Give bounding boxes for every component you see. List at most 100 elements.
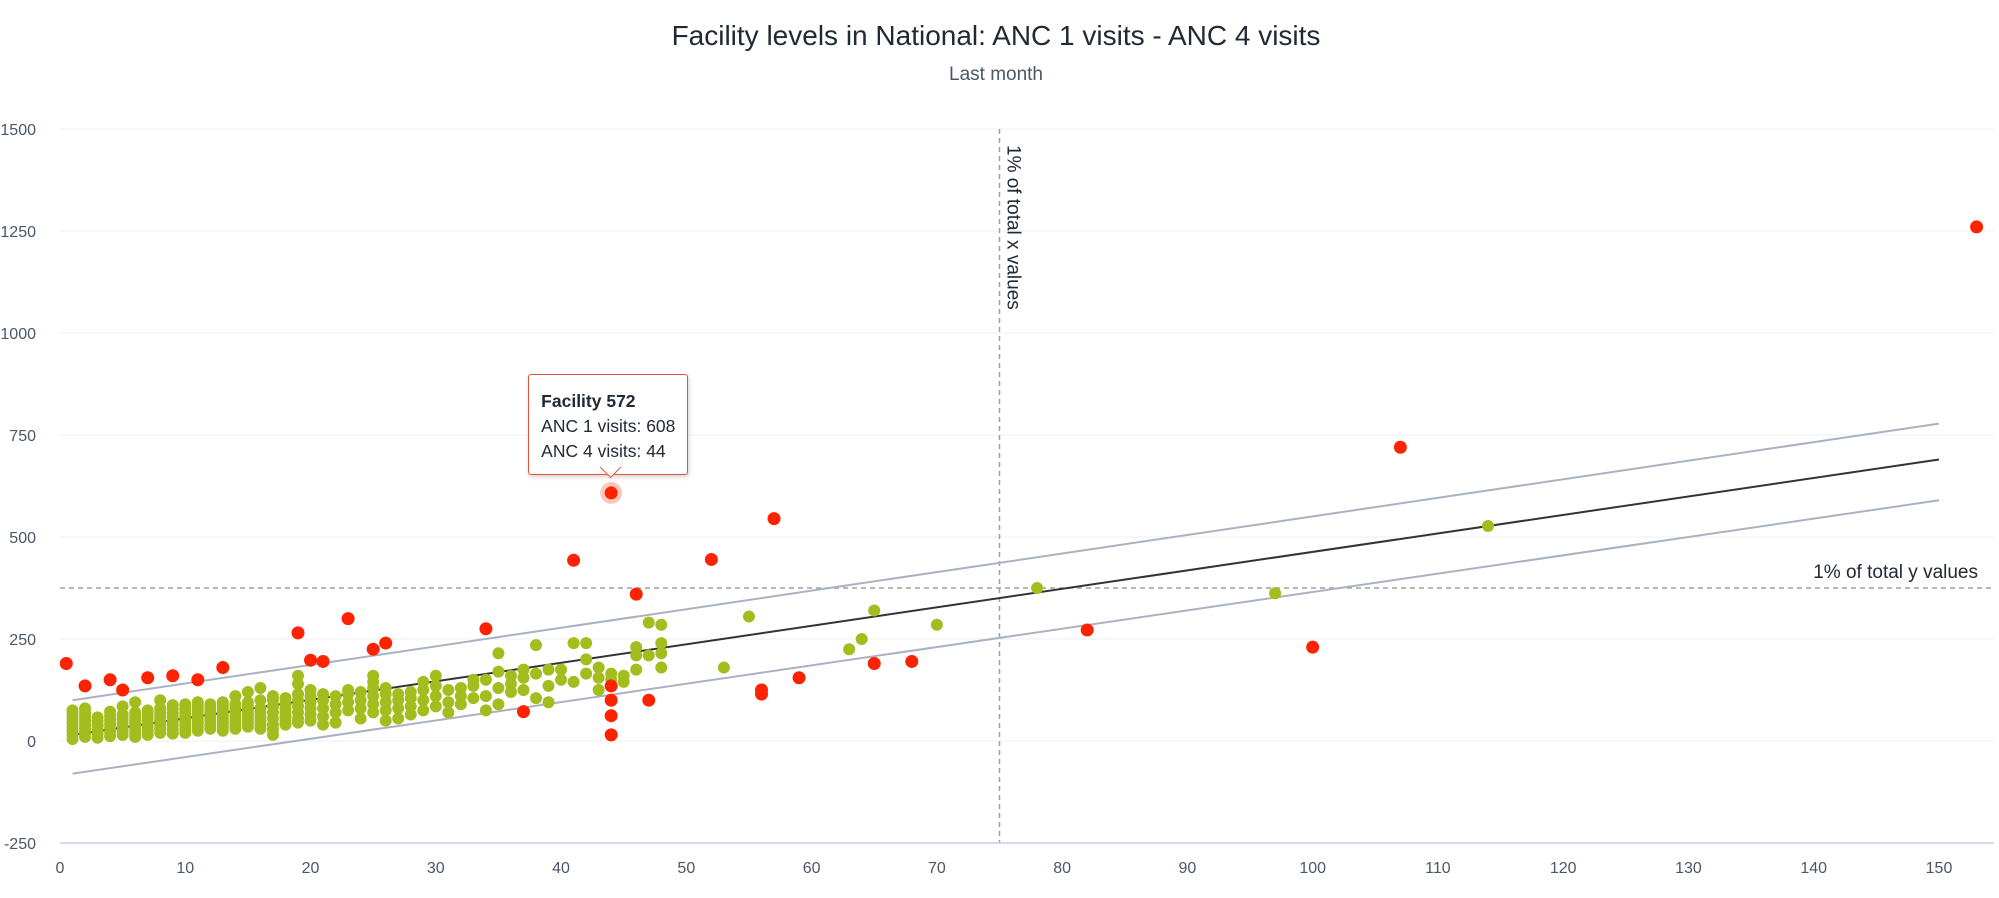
- outlier-point[interactable]: [78, 679, 92, 693]
- outlier-point[interactable]: [366, 642, 380, 656]
- outlier-point[interactable]: [792, 671, 806, 685]
- inlier-point[interactable]: [116, 700, 129, 713]
- inlier-point[interactable]: [216, 696, 229, 709]
- inlier-point[interactable]: [617, 669, 630, 682]
- inlier-point[interactable]: [91, 711, 104, 724]
- inlier-point[interactable]: [479, 673, 492, 686]
- outlier-point[interactable]: [141, 671, 155, 685]
- inlier-point[interactable]: [166, 699, 179, 712]
- inlier-point[interactable]: [1269, 587, 1282, 600]
- inlier-point[interactable]: [379, 714, 392, 727]
- inlier-point[interactable]: [580, 667, 593, 680]
- inlier-point[interactable]: [717, 661, 730, 674]
- inlier-point[interactable]: [592, 684, 605, 696]
- inlier-point[interactable]: [580, 637, 593, 650]
- outlier-point[interactable]: [304, 653, 318, 667]
- inlier-point[interactable]: [504, 669, 517, 682]
- outlier-point[interactable]: [604, 728, 618, 742]
- inlier-point[interactable]: [742, 610, 755, 623]
- outlier-point[interactable]: [1080, 623, 1094, 637]
- inlier-point[interactable]: [642, 649, 655, 662]
- inlier-point[interactable]: [354, 686, 367, 699]
- inlier-point[interactable]: [605, 667, 618, 680]
- inlier-point[interactable]: [329, 716, 342, 729]
- outlier-point[interactable]: [1970, 220, 1984, 234]
- outlier-point[interactable]: [1393, 440, 1407, 454]
- inlier-point[interactable]: [630, 641, 643, 654]
- inlier-point[interactable]: [1031, 582, 1044, 594]
- inlier-point[interactable]: [266, 690, 279, 703]
- inlier-point[interactable]: [379, 681, 392, 694]
- inlier-point[interactable]: [104, 705, 117, 718]
- outlier-point[interactable]: [604, 486, 618, 500]
- inlier-point[interactable]: [417, 694, 430, 707]
- outlier-point[interactable]: [341, 612, 355, 626]
- outlier-point[interactable]: [604, 693, 618, 707]
- outlier-point[interactable]: [629, 587, 643, 601]
- outlier-point[interactable]: [479, 622, 493, 636]
- inlier-point[interactable]: [492, 681, 505, 694]
- inlier-point[interactable]: [442, 696, 455, 709]
- outlier-point[interactable]: [642, 693, 656, 707]
- inlier-point[interactable]: [542, 663, 555, 676]
- inlier-point[interactable]: [392, 712, 405, 725]
- outlier-point[interactable]: [905, 654, 919, 668]
- inlier-point[interactable]: [479, 704, 492, 717]
- inlier-point[interactable]: [241, 686, 254, 699]
- outlier-point[interactable]: [754, 683, 768, 697]
- inlier-point[interactable]: [429, 669, 442, 682]
- inlier-point[interactable]: [630, 663, 643, 676]
- inlier-point[interactable]: [555, 663, 568, 676]
- inlier-point[interactable]: [429, 679, 442, 692]
- outlier-point[interactable]: [103, 673, 117, 687]
- inlier-point[interactable]: [454, 681, 467, 694]
- inlier-point[interactable]: [542, 679, 555, 692]
- inlier-point[interactable]: [655, 661, 668, 674]
- inlier-point[interactable]: [279, 692, 292, 705]
- inlier-point[interactable]: [492, 647, 505, 660]
- outlier-point[interactable]: [59, 656, 73, 670]
- inlier-point[interactable]: [129, 696, 142, 709]
- inlier-point[interactable]: [479, 690, 492, 703]
- outlier-point[interactable]: [604, 709, 618, 723]
- inlier-point[interactable]: [141, 704, 154, 717]
- inlier-point[interactable]: [392, 688, 405, 701]
- inlier-point[interactable]: [442, 684, 455, 696]
- inlier-point[interactable]: [154, 694, 167, 707]
- inlier-point[interactable]: [304, 684, 317, 696]
- inlier-point[interactable]: [342, 684, 355, 696]
- inlier-point[interactable]: [241, 696, 254, 709]
- inlier-point[interactable]: [417, 675, 430, 688]
- inlier-point[interactable]: [292, 669, 305, 682]
- inlier-point[interactable]: [655, 637, 668, 650]
- outlier-point[interactable]: [567, 553, 581, 567]
- inlier-point[interactable]: [555, 673, 568, 686]
- inlier-point[interactable]: [129, 706, 142, 719]
- inlier-point[interactable]: [855, 633, 868, 645]
- inlier-point[interactable]: [66, 704, 79, 717]
- inlier-point[interactable]: [467, 673, 480, 686]
- outlier-point[interactable]: [704, 552, 718, 566]
- outlier-point[interactable]: [216, 661, 230, 675]
- inlier-point[interactable]: [542, 696, 555, 709]
- inlier-point[interactable]: [517, 684, 530, 696]
- outlier-point[interactable]: [316, 654, 330, 668]
- inlier-point[interactable]: [843, 643, 856, 656]
- inlier-point[interactable]: [179, 698, 192, 711]
- inlier-point[interactable]: [404, 686, 417, 699]
- outlier-point[interactable]: [867, 656, 881, 670]
- inlier-point[interactable]: [592, 671, 605, 684]
- inlier-point[interactable]: [292, 688, 305, 701]
- inlier-point[interactable]: [530, 667, 543, 680]
- inlier-point[interactable]: [1482, 519, 1495, 532]
- inlier-point[interactable]: [204, 698, 217, 711]
- outlier-point[interactable]: [767, 512, 781, 526]
- inlier-point[interactable]: [467, 692, 480, 705]
- inlier-point[interactable]: [254, 681, 267, 694]
- inlier-point[interactable]: [567, 675, 580, 688]
- inlier-point[interactable]: [655, 647, 668, 660]
- outlier-point[interactable]: [516, 705, 530, 719]
- inlier-point[interactable]: [429, 690, 442, 703]
- inlier-point[interactable]: [229, 690, 242, 703]
- inlier-point[interactable]: [317, 688, 330, 701]
